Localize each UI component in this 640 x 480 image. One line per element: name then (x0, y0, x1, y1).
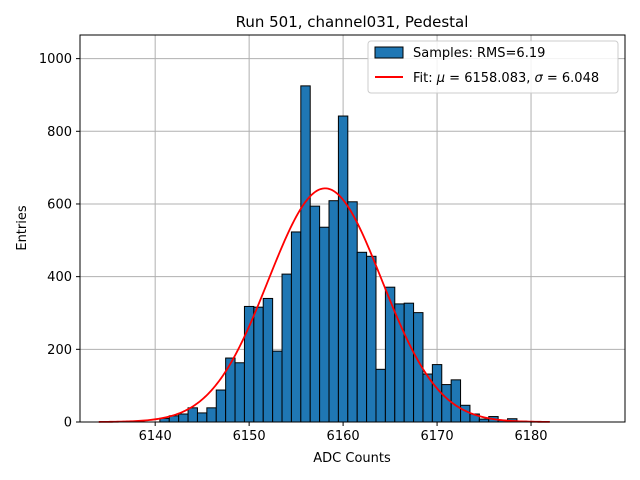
fit-curve (98, 187, 550, 423)
y-tick-label: 200 (47, 343, 72, 358)
legend-fit-prefix: Fit: (413, 71, 437, 86)
legend-fit-mu-value: = 6158.083, (445, 71, 534, 86)
histogram-bar (262, 297, 274, 423)
y-axis-label: Entries (15, 205, 30, 251)
x-tick-label: 6140 (139, 429, 172, 444)
histogram-bar (460, 404, 471, 423)
fit-curve-layer (98, 187, 550, 423)
histogram-bar (272, 350, 283, 423)
x-axis-label: ADC Counts (313, 451, 391, 466)
plot-area (79, 34, 626, 423)
y-tick-label: 600 (47, 197, 72, 212)
y-axis-ticks: 0 200 400 600 800 1000 (39, 52, 80, 431)
histogram-bar (234, 362, 245, 423)
x-tick-label: 6160 (327, 429, 360, 444)
histogram-bar (403, 302, 415, 423)
histogram-bars (159, 85, 537, 423)
histogram-bar (309, 205, 321, 423)
histogram-bar (347, 201, 358, 423)
legend-fit-mu-symbol: μ (436, 71, 445, 86)
histogram-bar (187, 407, 198, 423)
legend-fit-sigma-value: = 6.048 (543, 71, 599, 86)
legend-swatch-samples (374, 46, 404, 59)
y-tick-label: 1000 (39, 52, 72, 67)
legend-label-fit: Fit: μ = 6158.083, σ = 6.048 (413, 71, 599, 86)
y-tick-label: 800 (47, 125, 72, 140)
x-tick-label: 6180 (514, 429, 547, 444)
histogram-bar (356, 251, 368, 423)
histogram-bar (441, 384, 452, 423)
histogram-bar (290, 231, 302, 423)
histogram-bar (450, 379, 462, 423)
chart-title: Run 501, channel031, Pedestal (236, 13, 469, 31)
y-tick-label: 0 (64, 416, 72, 431)
histogram-bar (178, 413, 189, 423)
histogram-bar (366, 255, 377, 423)
legend-label-samples: Samples: RMS=6.19 (413, 46, 545, 61)
legend: Samples: RMS=6.19 Fit: μ = 6158.083, σ =… (367, 40, 619, 94)
histogram-bar (328, 200, 339, 423)
legend-box (367, 40, 619, 94)
histogram-bar (375, 368, 386, 423)
histogram-bar (300, 85, 311, 423)
histogram-bar (196, 412, 208, 423)
legend-fit-sigma-symbol: σ (535, 71, 544, 86)
histogram-bar (243, 305, 255, 423)
x-tick-label: 6150 (233, 429, 266, 444)
histogram-bar (319, 226, 330, 423)
y-tick-label: 400 (47, 270, 72, 285)
histogram-bar (253, 306, 264, 423)
histogram-bar (337, 115, 349, 423)
x-tick-label: 6170 (421, 429, 454, 444)
histogram-bar (215, 389, 227, 423)
histogram-bar (206, 407, 217, 423)
histogram-bar (281, 273, 292, 423)
plot-frame (79, 34, 626, 423)
x-axis-ticks: 6140 6150 6160 6170 6180 (139, 422, 548, 444)
